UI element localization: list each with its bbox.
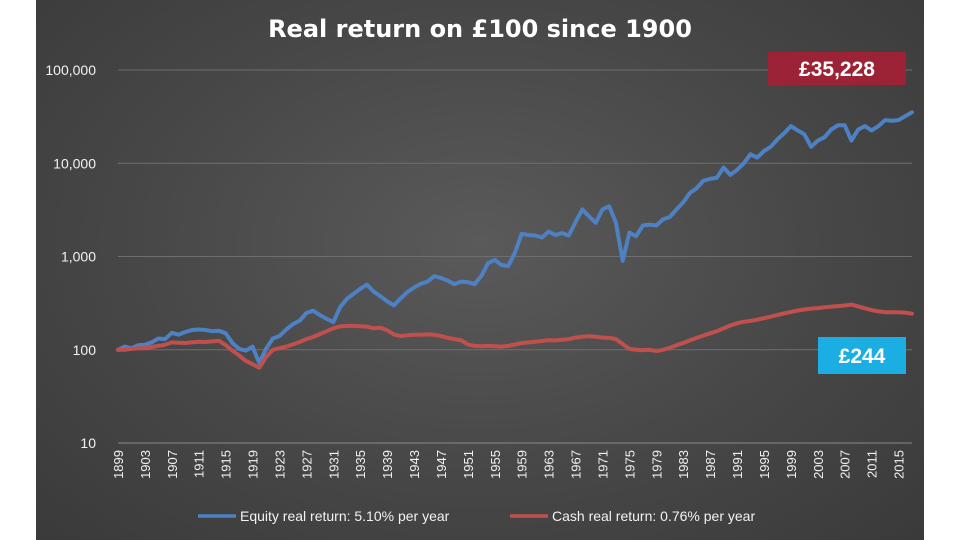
x-tick-label: 1919 — [246, 450, 261, 479]
y-tick-label: 100 — [73, 342, 97, 358]
x-tick-label: 1975 — [622, 450, 637, 479]
y-axis-ticks: 100,000 10,000 1,000 100 10 — [45, 62, 96, 451]
y-tick-label: 10,000 — [53, 155, 96, 171]
x-axis-ticks: 1899 1903 1907 1911 1915 1919 1923 1927 1931 1935… — [111, 442, 912, 479]
x-tick-label: 2011 — [865, 450, 880, 478]
x-tick-label: 1935 — [353, 450, 368, 479]
callout-equity-final: £35,228 — [768, 52, 906, 85]
x-tick-label: 1999 — [784, 450, 799, 479]
callout-cash-box — [818, 337, 906, 374]
x-tick-label: 2015 — [892, 450, 907, 479]
x-tick-label: 1955 — [488, 450, 503, 479]
x-tick-label: 1951 — [461, 450, 476, 479]
x-tick-label: 1991 — [730, 450, 745, 479]
series-line-cash — [116, 302, 914, 370]
x-tick-label: 1983 — [676, 450, 691, 479]
legend: Equity real return: 5.10% per year Cash … — [198, 508, 755, 524]
legend-label-equity: Equity real return: 5.10% per year — [240, 508, 450, 524]
chart-title: Real return on £100 since 1900 — [268, 15, 692, 43]
callout-cash-final: £244 — [818, 337, 906, 374]
x-tick-label: 1911 — [192, 450, 207, 478]
series-lines — [116, 110, 914, 370]
y-tick-label: 100,000 — [45, 62, 96, 78]
x-tick-label: 1939 — [380, 450, 395, 479]
callout-equity-box — [768, 52, 906, 85]
x-tick-label: 1923 — [272, 450, 287, 479]
x-tick-label: 2003 — [811, 450, 826, 479]
y-tick-label: 1,000 — [61, 249, 96, 265]
chart-background — [36, 0, 924, 540]
x-tick-label: 1963 — [542, 450, 557, 479]
x-tick-label: 1931 — [326, 450, 341, 479]
x-tick-label: 1971 — [595, 450, 610, 479]
series-line-equity — [116, 110, 914, 366]
legend-item-equity: Equity real return: 5.10% per year — [198, 508, 450, 524]
callout-equity-value: £35,228 — [799, 58, 875, 81]
x-tick-label: 1995 — [757, 450, 772, 479]
x-tick-label: 1987 — [703, 450, 718, 479]
y-tick-label: 10 — [80, 435, 96, 451]
x-tick-label: 2007 — [838, 450, 853, 479]
x-tick-label: 1943 — [407, 450, 422, 479]
x-tick-label: 1907 — [165, 450, 180, 479]
x-tick-label: 1899 — [111, 450, 126, 479]
x-tick-label: 1979 — [649, 450, 664, 479]
x-tick-label: 1927 — [299, 450, 314, 479]
x-tick-label: 1967 — [569, 450, 584, 479]
legend-label-cash: Cash real return: 0.76% per year — [552, 508, 755, 524]
callout-cash-value: £244 — [839, 345, 886, 368]
x-tick-label: 1959 — [515, 450, 530, 479]
x-tick-label: 1947 — [434, 450, 449, 479]
x-tick-label: 1915 — [219, 450, 234, 479]
legend-item-cash: Cash real return: 0.76% per year — [510, 508, 755, 524]
x-tick-label: 1903 — [138, 450, 153, 479]
